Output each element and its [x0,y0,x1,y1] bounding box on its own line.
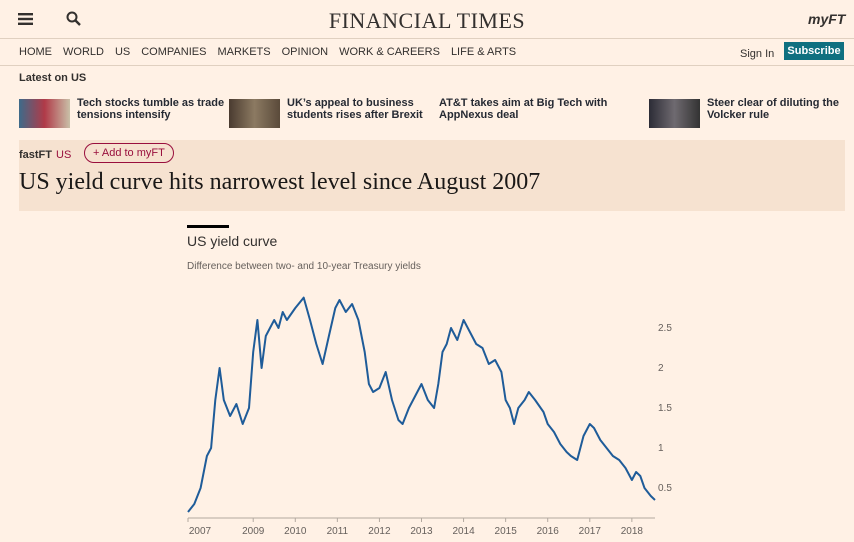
y-tick-label: 0.5 [658,483,672,494]
x-tick-label: 2018 [621,526,644,537]
nav-link[interactable]: COMPANIES [141,46,207,58]
search-icon[interactable] [66,11,82,27]
latest-title: Latest on US [19,72,87,84]
y-tick-label: 2.5 [658,323,672,334]
nav-link[interactable]: OPINION [281,46,329,58]
x-tick-label: 2014 [452,526,475,537]
divider [0,65,854,66]
logo[interactable]: FINANCIAL TIMES [328,8,526,33]
x-tick-label: 2012 [368,526,391,537]
nav-link[interactable]: WORK & CAREERS [339,46,440,58]
nav-link[interactable]: HOME [19,46,52,58]
add-myft-button[interactable]: + Add to myFT [84,143,174,163]
y-tick-label: 1.5 [658,403,672,414]
x-tick-label: 2009 [242,526,265,537]
news-link[interactable]: AT&T takes aim at Big Tech with AppNexus… [439,97,608,121]
thumbnail [229,99,280,128]
x-tick-label: 2013 [410,526,433,537]
y-tick-label: 1 [658,443,664,454]
thumbnail [649,99,700,128]
title-bar [187,225,229,228]
x-tick-label: 2016 [537,526,560,537]
x-tick-label: 2011 [327,526,349,537]
section[interactable]: US [56,149,72,161]
article-header [19,140,845,211]
divider [0,38,854,39]
nav-link[interactable]: LIFE & ARTS [450,46,517,58]
x-tick-label: 2017 [579,526,602,537]
nav-link[interactable]: MARKETS [217,46,271,58]
chart-title: US yield curve [187,233,277,249]
chart-subtitle: Difference between two- and 10-year Trea… [187,261,421,272]
line-series [187,296,656,513]
sign-in[interactable]: Sign In [740,48,775,60]
myft-link[interactable]: myFT [808,11,846,27]
nav: HOME WORLD US COMPANIES MARKETS OPINION WORK &… [19,46,516,58]
news-link[interactable]: Steer clear of diluting the Volcker rule [707,97,840,121]
news-link[interactable]: UK’s appeal to business students rises a… [287,97,423,121]
nav-link[interactable]: WORLD [63,46,104,58]
tag[interactable]: fastFT [19,149,52,161]
x-tick-label: 2010 [284,526,307,537]
x-tick-label: 2015 [495,526,518,537]
chart: US yield curve Difference between two- a… [187,225,672,537]
news-link[interactable]: Tech stocks tumble as trade tensions int… [77,97,225,121]
nav-link[interactable]: US [114,46,131,58]
subscribe-button[interactable]: Subscribe [784,42,844,60]
x-tick-label: 2007 [189,526,212,537]
menu-icon[interactable] [18,12,34,26]
y-tick-label: 2 [658,363,664,374]
headline: US yield curve hits narrowest level sinc… [19,169,541,195]
thumbnail [19,99,70,128]
